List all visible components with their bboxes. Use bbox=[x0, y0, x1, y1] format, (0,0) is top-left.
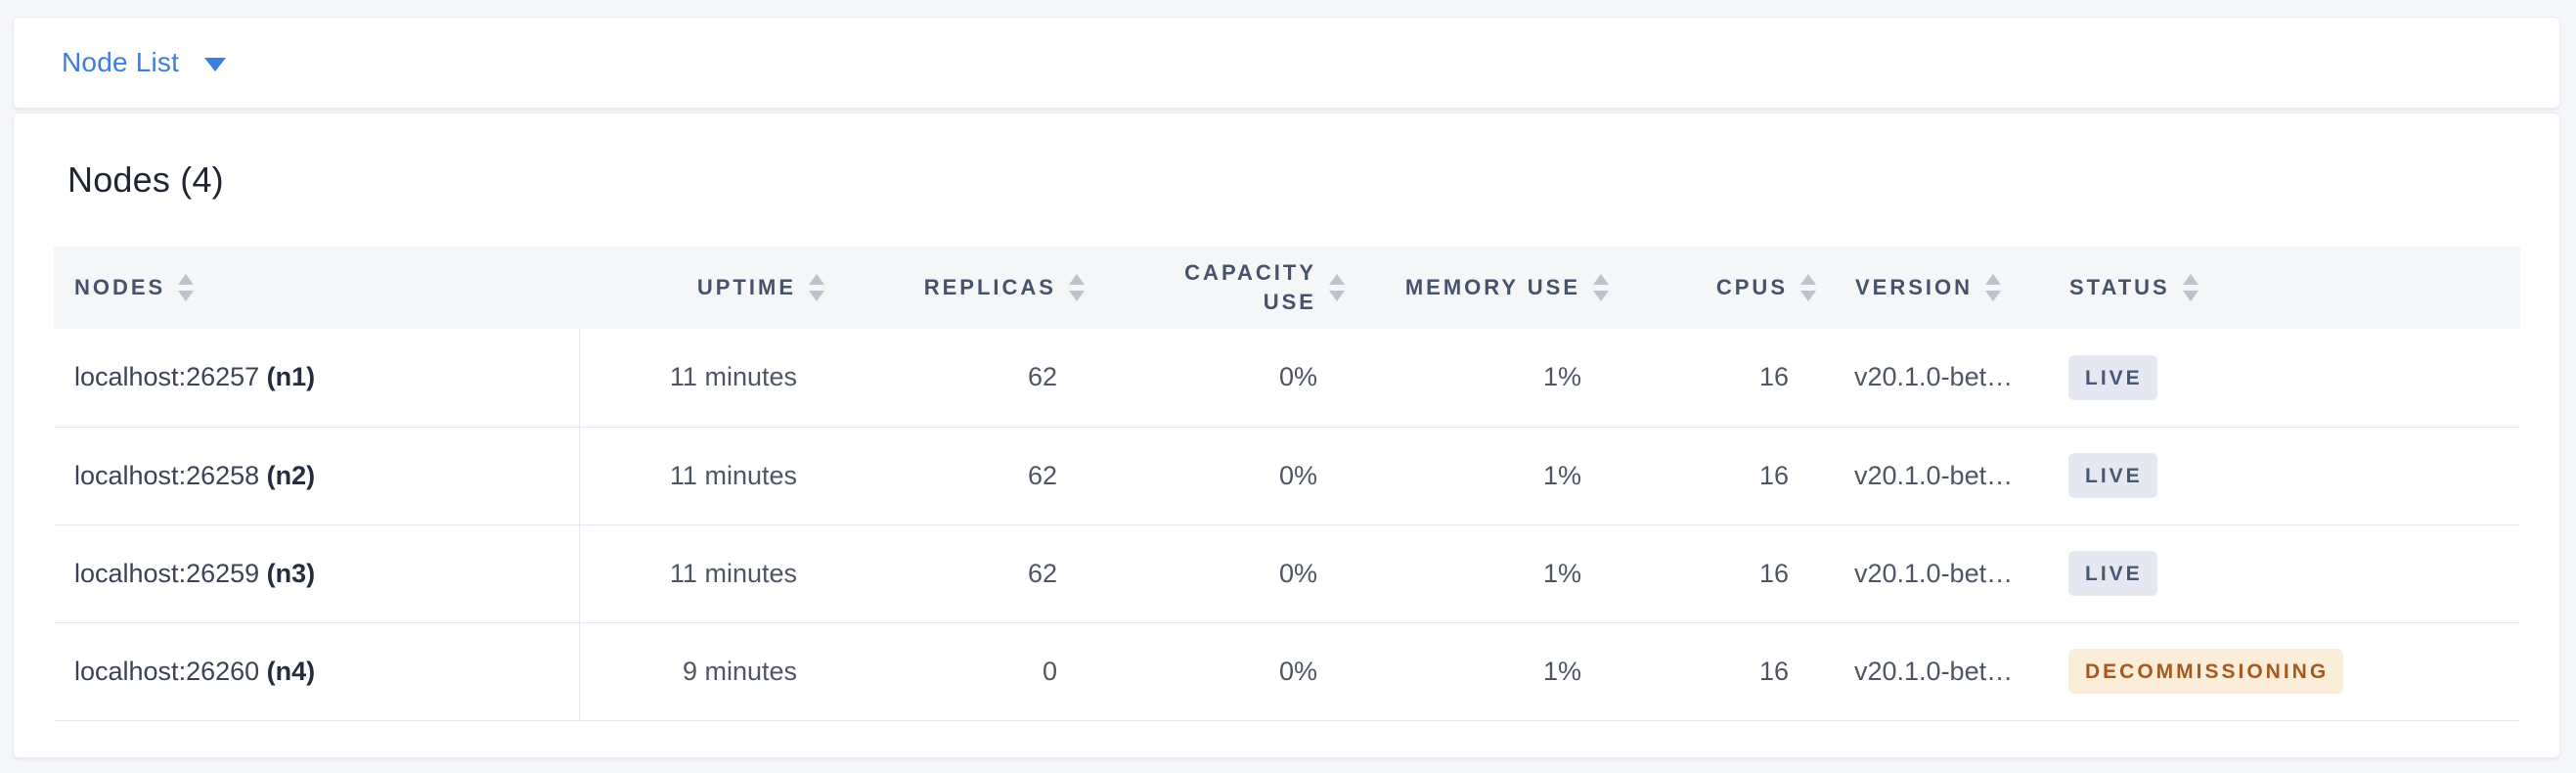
node-id: (n3) bbox=[266, 558, 316, 588]
column-header-label: CAPACITY USE bbox=[1184, 260, 1316, 314]
node-cpus-cell: 16 bbox=[1627, 329, 1835, 428]
column-header-label: MEMORY USE bbox=[1404, 275, 1580, 299]
node-cpus-cell: 16 bbox=[1627, 427, 1835, 525]
node-row: localhost:26259 (n3) 11 minutes 62 0% 1% 16 v2… bbox=[54, 524, 2520, 623]
node-replicas-cell: 62 bbox=[843, 427, 1103, 525]
node-status-cell: DECOMMISSIONING bbox=[2049, 622, 2520, 721]
node-status-cell: LIVE bbox=[2049, 329, 2520, 428]
node-replicas-cell: 62 bbox=[843, 524, 1103, 623]
nodes-panel: Nodes (4) NODES UPTIME REPLICAS CAPACITY US… bbox=[13, 113, 2560, 758]
node-cpus-cell: 16 bbox=[1627, 524, 1835, 623]
node-uptime-cell: 9 minutes bbox=[579, 622, 843, 721]
sort-icon bbox=[2182, 274, 2198, 301]
node-replicas-cell: 0 bbox=[843, 622, 1103, 721]
node-address: localhost:26259 bbox=[74, 558, 260, 588]
node-address: localhost:26260 bbox=[74, 656, 260, 686]
status-badge: DECOMMISSIONING bbox=[2068, 649, 2344, 694]
node-id: (n1) bbox=[266, 362, 316, 392]
node-memory_use-cell: 1% bbox=[1363, 329, 1627, 428]
column-header-version[interactable]: VERSION bbox=[1835, 247, 2049, 329]
status-badge: LIVE bbox=[2068, 551, 2157, 596]
node-id: (n4) bbox=[266, 656, 316, 686]
node-capacity_use-cell: 0% bbox=[1103, 329, 1363, 428]
column-header-uptime[interactable]: UPTIME bbox=[579, 247, 843, 329]
caret-down-icon bbox=[204, 57, 227, 71]
node-address: localhost:26258 bbox=[74, 460, 260, 490]
node-version-cell: v20.1.0-bet… bbox=[1835, 329, 2049, 428]
nodes-table: NODES UPTIME REPLICAS CAPACITY USE MEMORY US… bbox=[54, 247, 2520, 721]
node-row: localhost:26257 (n1) 11 minutes 62 0% 1% 16 v2… bbox=[54, 329, 2520, 428]
node-version-cell: v20.1.0-bet… bbox=[1835, 427, 2049, 525]
column-header-label: NODES bbox=[74, 275, 166, 299]
node-id: (n2) bbox=[266, 460, 316, 490]
column-header-nodes[interactable]: NODES bbox=[54, 247, 579, 329]
column-header-label: UPTIME bbox=[696, 275, 796, 299]
node-capacity_use-cell: 0% bbox=[1103, 622, 1363, 721]
node-version-cell: v20.1.0-bet… bbox=[1835, 622, 2049, 721]
view-selector-bar: Node List bbox=[13, 17, 2560, 109]
sort-icon bbox=[1985, 274, 2002, 301]
node-row: localhost:26260 (n4) 9 minutes 0 0% 1% 16 v20.… bbox=[54, 622, 2520, 721]
node-address-cell: localhost:26259 (n3) bbox=[54, 524, 580, 623]
node-uptime-cell: 11 minutes bbox=[579, 524, 843, 623]
node-status-cell: LIVE bbox=[2049, 427, 2520, 525]
sort-icon bbox=[1593, 274, 1609, 301]
node-memory_use-cell: 1% bbox=[1363, 524, 1627, 623]
node-capacity_use-cell: 0% bbox=[1103, 524, 1363, 623]
node-address-cell: localhost:26257 (n1) bbox=[54, 329, 580, 428]
panel-title: Nodes (4) bbox=[67, 159, 224, 200]
node-memory_use-cell: 1% bbox=[1363, 622, 1627, 721]
sort-icon bbox=[178, 274, 195, 301]
node-status-cell: LIVE bbox=[2049, 524, 2520, 623]
column-header-status[interactable]: STATUS bbox=[2049, 247, 2520, 329]
column-header-cpus[interactable]: CPUS bbox=[1627, 247, 1835, 329]
view-dropdown-label: Node List bbox=[62, 47, 180, 77]
column-header-capacity_use[interactable]: CAPACITY USE bbox=[1103, 247, 1363, 329]
node-address-cell: localhost:26258 (n2) bbox=[54, 427, 580, 525]
sort-icon bbox=[1329, 274, 1345, 301]
table-header-row: NODES UPTIME REPLICAS CAPACITY USE MEMORY US… bbox=[54, 247, 2520, 329]
node-cpus-cell: 16 bbox=[1627, 622, 1835, 721]
node-address: localhost:26257 bbox=[74, 362, 260, 392]
sort-icon bbox=[809, 274, 824, 301]
column-header-replicas[interactable]: REPLICAS bbox=[843, 247, 1103, 329]
node-version-cell: v20.1.0-bet… bbox=[1835, 524, 2049, 623]
sort-icon bbox=[1069, 274, 1085, 301]
status-badge: LIVE bbox=[2068, 453, 2157, 498]
column-header-label: STATUS bbox=[2069, 275, 2170, 299]
node-memory_use-cell: 1% bbox=[1363, 427, 1627, 525]
node-uptime-cell: 11 minutes bbox=[579, 427, 843, 525]
sort-icon bbox=[1800, 274, 1816, 301]
node-replicas-cell: 62 bbox=[843, 329, 1103, 428]
column-header-label: VERSION bbox=[1855, 275, 1974, 299]
node-capacity_use-cell: 0% bbox=[1103, 427, 1363, 525]
view-dropdown[interactable]: Node List bbox=[62, 47, 227, 78]
column-header-memory_use[interactable]: MEMORY USE bbox=[1363, 247, 1627, 329]
node-uptime-cell: 11 minutes bbox=[579, 329, 843, 428]
node-address-cell: localhost:26260 (n4) bbox=[54, 622, 580, 721]
node-row: localhost:26258 (n2) 11 minutes 62 0% 1% 16 v2… bbox=[54, 427, 2520, 525]
status-badge: LIVE bbox=[2068, 354, 2157, 400]
column-header-label: CPUS bbox=[1715, 275, 1788, 299]
column-header-label: REPLICAS bbox=[923, 275, 1056, 299]
